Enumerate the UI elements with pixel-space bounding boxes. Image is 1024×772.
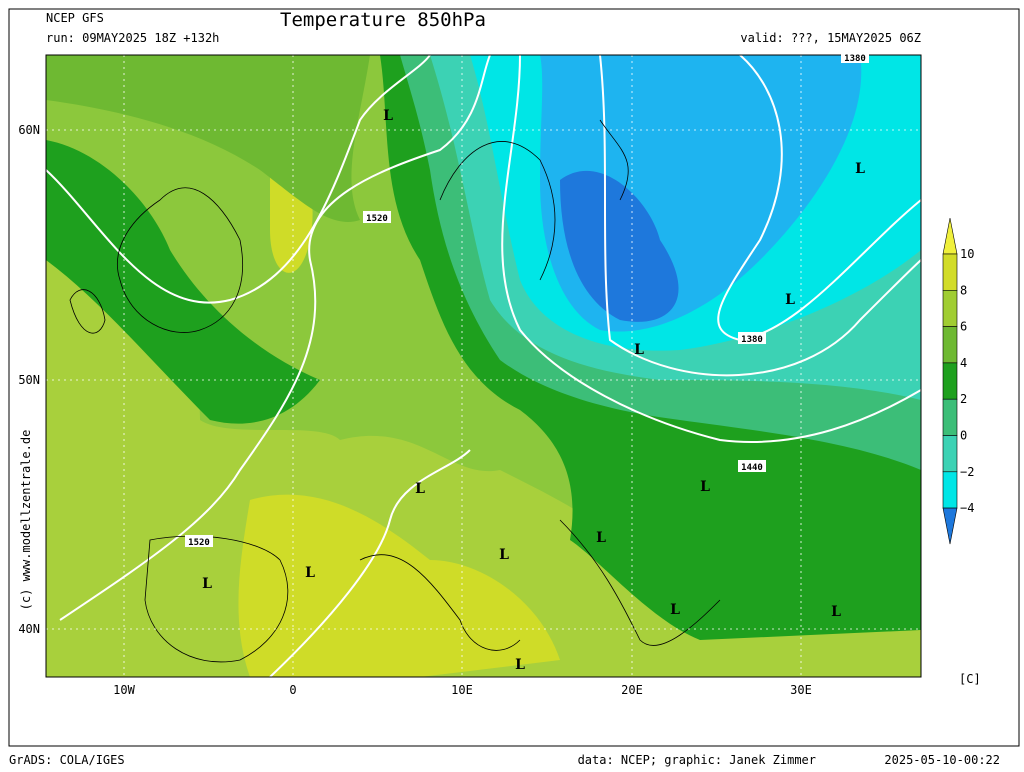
- lat-label: 50N: [18, 373, 40, 387]
- contour-label: 1520: [366, 214, 388, 224]
- colorbar-label: 2: [960, 392, 967, 406]
- colorbar-label: 0: [960, 429, 967, 443]
- low-marker: L: [499, 547, 509, 563]
- temp-area: [238, 494, 560, 677]
- run: run: 09MAY2025 18Z +132h: [46, 31, 219, 45]
- valid: valid: ???, 15MAY2025 06Z: [740, 31, 921, 45]
- low-marker: L: [415, 481, 425, 497]
- contour-label-box: [185, 535, 213, 547]
- map-frame: [45, 54, 922, 678]
- colorbar-label: −4: [960, 501, 974, 515]
- coastlines: [69, 119, 721, 663]
- lon-label: 30E: [790, 683, 812, 697]
- low-marker: L: [383, 108, 393, 124]
- lon-label: 10E: [451, 683, 473, 697]
- temp-area: [560, 170, 679, 322]
- colorbar-label: 8: [960, 283, 967, 297]
- low-marker: L: [202, 576, 212, 592]
- low-marker: L: [670, 602, 680, 618]
- lon-label: 20E: [621, 683, 643, 697]
- low-marker: L: [700, 479, 710, 495]
- contour-label: 1380: [844, 54, 866, 64]
- colorbar-label: 4: [960, 356, 967, 370]
- colorbar-cell: [942, 471, 958, 509]
- colorbar-label: 6: [960, 320, 967, 334]
- colorbar-cell: [942, 289, 958, 327]
- contour-label: 1520: [188, 538, 210, 548]
- map: [46, 55, 921, 677]
- colorbar-cell: [942, 326, 958, 364]
- colorbar-end: [942, 507, 958, 545]
- model: NCEP GFS: [46, 11, 104, 25]
- colorbar-end: [942, 217, 958, 255]
- title: Temperature 850hPa: [280, 9, 486, 31]
- contours: [46, 55, 921, 677]
- footer-center: data: NCEP; graphic: Janek Zimmer: [578, 753, 816, 767]
- colorbar-cell: [942, 362, 958, 400]
- colorbar-cell: [942, 398, 958, 436]
- contour-label-box: [738, 460, 766, 472]
- contour-label-box: [738, 332, 766, 344]
- lat-label: 60N: [18, 123, 40, 137]
- contour-label-box: [363, 211, 391, 223]
- colorbar-cell: [942, 435, 958, 473]
- colorbar-label: 10: [960, 247, 974, 261]
- temp-area: [46, 55, 370, 222]
- lat-label: 40N: [18, 622, 40, 636]
- low-marker: L: [634, 342, 644, 358]
- contour-label: 1440: [741, 463, 763, 473]
- outer-frame: [8, 8, 1020, 747]
- colorbar-unit: [C]: [959, 672, 981, 686]
- temp-area: [46, 140, 320, 424]
- low-marker: L: [596, 530, 606, 546]
- colorbar-cell: [942, 253, 958, 291]
- low-marker: L: [785, 292, 795, 308]
- low-marker: L: [831, 604, 841, 620]
- footer-left: GrADS: COLA/IGES: [9, 753, 125, 767]
- contour-label-box: [841, 51, 869, 63]
- graticule: [46, 55, 921, 677]
- footer-right: 2025-05-10-00:22: [884, 753, 1000, 767]
- lon-label: 10W: [113, 683, 135, 697]
- colorbar-label: −2: [960, 465, 974, 479]
- contour-label: 1380: [741, 335, 763, 345]
- low-marker: L: [855, 161, 865, 177]
- low-marker: L: [515, 657, 525, 673]
- low-marker: L: [305, 565, 315, 581]
- side-text: (c) www.modellzentrale.de: [19, 430, 33, 611]
- lon-label: 0: [289, 683, 296, 697]
